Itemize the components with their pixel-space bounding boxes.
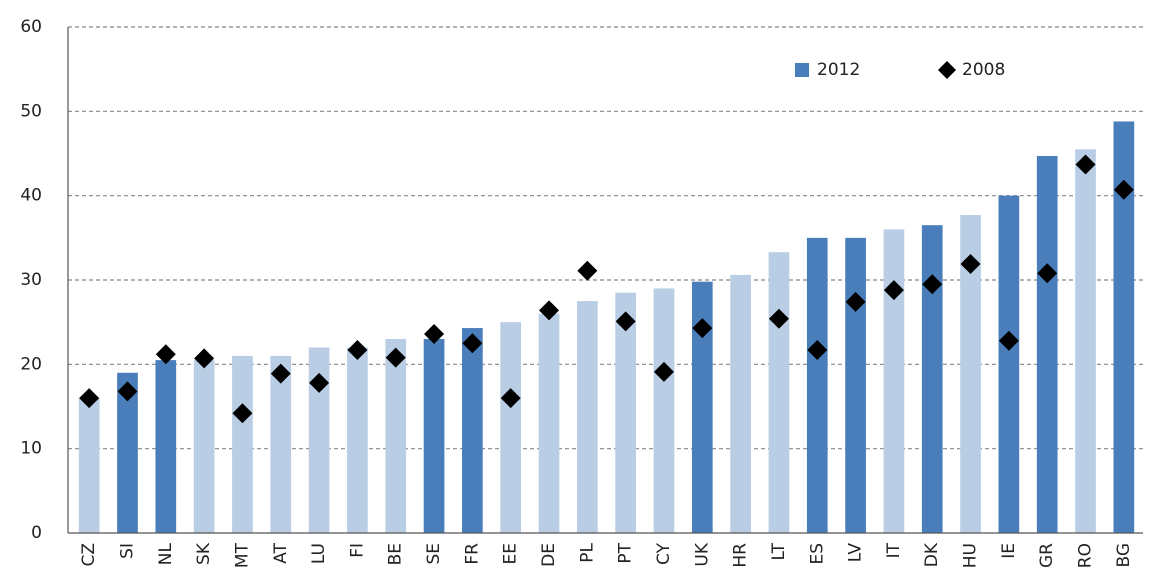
bar [998, 195, 1020, 533]
y-tick-label: 30 [20, 270, 42, 290]
diamond-marker [768, 308, 789, 329]
legend-label: 2008 [962, 60, 1005, 80]
bar [347, 347, 368, 533]
bar [385, 339, 407, 533]
x-tick-label: RO [1076, 543, 1096, 568]
legend-label: 2012 [817, 60, 860, 80]
x-tick-label: SE [424, 543, 444, 565]
x-tick-label: FI [347, 543, 367, 558]
diamond-marker [807, 339, 828, 360]
x-tick-label: PT [616, 542, 636, 563]
bar [653, 288, 675, 533]
bar [845, 237, 866, 534]
diamond-marker [462, 333, 483, 354]
x-tick-label: SK [194, 542, 214, 565]
bar [960, 215, 981, 533]
x-tick-label: CY [654, 542, 674, 565]
diamond-marker [539, 300, 560, 321]
diamond-marker [232, 403, 253, 424]
diamond-marker [500, 388, 521, 409]
diamond-marker [998, 330, 1019, 351]
x-tick-label: IE [999, 543, 1019, 559]
diamond-marker [194, 348, 215, 369]
bar [500, 322, 522, 533]
diamond-marker [270, 363, 291, 384]
diamond-marker [845, 291, 866, 312]
x-tick-label: CZ [79, 543, 99, 567]
x-tick-label: BE [386, 543, 406, 565]
diamond-marker [615, 311, 636, 332]
x-tick-label: NL [156, 542, 176, 565]
y-tick-label: 40 [20, 186, 42, 206]
x-tick-label: GR [1037, 543, 1057, 568]
diamond-marker [1075, 154, 1096, 175]
diamond-marker [155, 344, 176, 365]
diamond-marker [577, 260, 598, 281]
y-tick-label: 20 [20, 354, 42, 374]
x-tick-label: DK [922, 542, 942, 567]
diamond-marker [883, 280, 904, 301]
bar [538, 313, 560, 533]
x-tick-label: LT [769, 542, 789, 560]
y-tick-label: 60 [20, 17, 42, 37]
bar [270, 355, 292, 533]
bar [691, 281, 713, 533]
y-tick-label: 50 [20, 101, 42, 121]
x-tick-label: DE [539, 543, 559, 567]
bar [576, 301, 598, 533]
bar [883, 229, 905, 533]
diamond-marker [347, 339, 368, 360]
legend-swatch [795, 63, 809, 77]
x-tick-label: LV [846, 543, 866, 563]
x-tick-label: PL [577, 542, 597, 562]
bar [423, 339, 445, 533]
bar [1036, 156, 1058, 533]
diamond-marker [309, 372, 330, 393]
bar [232, 355, 253, 533]
x-tick-label: UK [692, 542, 712, 566]
bar [308, 347, 330, 533]
x-tick-label: IT [884, 542, 904, 558]
diamond-marker [1113, 179, 1134, 200]
bar [768, 252, 790, 534]
bar [615, 292, 637, 533]
bar [117, 372, 138, 533]
diamond-marker [960, 253, 981, 274]
diamond-marker [79, 388, 100, 409]
x-tick-label: BG [1114, 543, 1134, 568]
diamond-marker [117, 381, 138, 402]
legend-swatch [938, 61, 956, 79]
x-tick-label: FR [462, 543, 482, 565]
bar [78, 398, 100, 533]
bar [155, 360, 177, 533]
bar [1075, 149, 1096, 534]
bar [193, 360, 215, 533]
diamond-marker [692, 318, 713, 339]
diamond-marker [922, 274, 943, 295]
x-tick-label: MT [232, 542, 252, 568]
y-tick-label: 10 [20, 439, 42, 459]
bar [730, 274, 751, 533]
x-tick-label: SI [117, 543, 137, 559]
x-tick-label: ES [807, 543, 827, 565]
diamond-marker [424, 323, 445, 344]
bar [1113, 121, 1135, 533]
bar [921, 225, 943, 533]
diamond-marker [1037, 263, 1058, 284]
x-tick-label: EE [501, 543, 521, 564]
x-tick-label: AT [271, 542, 291, 563]
bar [462, 328, 483, 533]
x-tick-label: HR [731, 543, 751, 568]
x-tick-label: LU [309, 543, 329, 564]
diamond-marker [385, 347, 406, 368]
y-tick-label: 0 [31, 523, 42, 543]
bar [806, 237, 828, 534]
diamond-marker [653, 361, 674, 382]
x-tick-label: HU [961, 543, 981, 568]
